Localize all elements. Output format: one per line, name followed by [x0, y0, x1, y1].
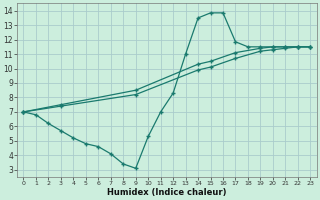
X-axis label: Humidex (Indice chaleur): Humidex (Indice chaleur) [107, 188, 227, 197]
